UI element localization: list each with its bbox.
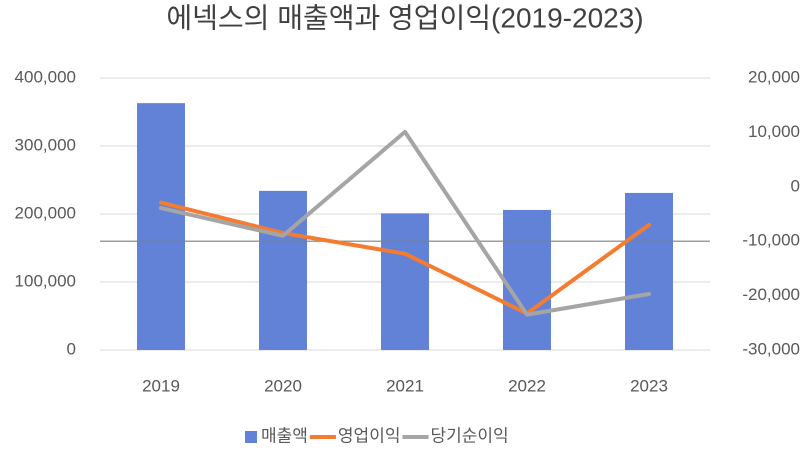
legend-swatch (245, 431, 257, 443)
y2-tick-label: 10,000 (748, 122, 800, 141)
x-tick-label: 2023 (630, 376, 668, 395)
legend-label: 당기순이익 (430, 426, 508, 445)
y2-tick-label: -20,000 (742, 285, 800, 304)
chart-title: 에넥스의 매출액과 영업이익(2019-2023) (166, 2, 643, 33)
bar (381, 213, 429, 350)
y-tick-label: 100,000 (15, 271, 76, 290)
y2-tick-label: -10,000 (742, 231, 800, 250)
y-tick-label: 0 (67, 339, 76, 358)
y-tick-label: 400,000 (15, 67, 76, 86)
x-tick-label: 2019 (142, 376, 180, 395)
y2-tick-label: 20,000 (748, 67, 800, 86)
y-tick-label: 300,000 (15, 135, 76, 154)
bar (259, 190, 307, 350)
bar (503, 209, 551, 350)
y2-tick-label: 0 (791, 176, 800, 195)
legend-label: 영업이익 (338, 426, 401, 445)
x-tick-label: 2021 (386, 376, 424, 395)
y2-tick-label: -30,000 (742, 339, 800, 358)
bar (137, 103, 185, 350)
line (159, 129, 651, 317)
x-tick-label: 2020 (264, 376, 302, 395)
y-tick-label: 200,000 (15, 203, 76, 222)
legend-label: 매출액 (261, 426, 308, 445)
x-tick-label: 2022 (508, 376, 546, 395)
bar (625, 192, 673, 350)
line (159, 200, 651, 316)
